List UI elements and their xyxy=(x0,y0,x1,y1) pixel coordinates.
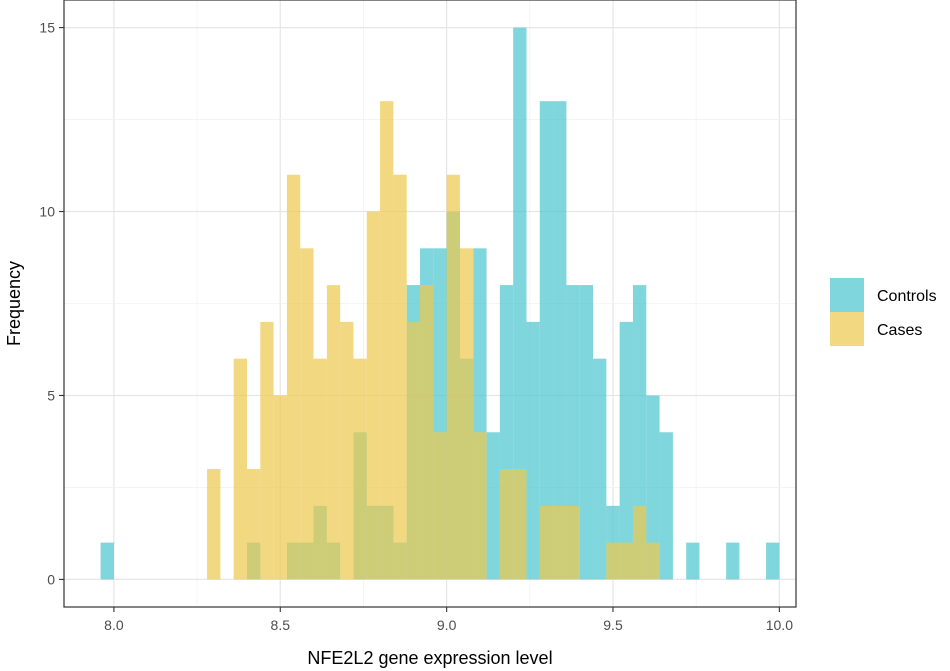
histogram-bar xyxy=(459,248,474,580)
histogram-bar xyxy=(233,358,247,580)
histogram-bar xyxy=(286,174,301,580)
x-tick-label: 9.5 xyxy=(603,617,623,633)
x-tick-label: 8.5 xyxy=(271,617,291,633)
histogram-bar xyxy=(553,505,567,580)
series-cases xyxy=(207,101,660,580)
y-tick-label: 15 xyxy=(39,20,55,36)
histogram-bar xyxy=(420,285,434,580)
histogram-bar xyxy=(632,285,647,580)
histogram-bar xyxy=(566,285,580,580)
histogram-bar xyxy=(313,358,327,580)
y-tick-label: 5 xyxy=(47,387,55,403)
histogram-bar xyxy=(513,27,527,580)
histogram-bar xyxy=(632,505,647,580)
histogram-bar xyxy=(100,542,114,580)
histogram-bar xyxy=(606,542,620,580)
histogram-bar xyxy=(553,101,567,580)
x-tick-label: 8.0 xyxy=(104,617,124,633)
histogram-bar xyxy=(247,469,261,580)
histogram-bar xyxy=(353,358,367,580)
histogram-bar xyxy=(539,101,554,580)
histogram-bar xyxy=(380,101,394,580)
x-tick-label: 9.0 xyxy=(437,617,457,633)
histogram-bar xyxy=(593,358,607,580)
legend-swatch xyxy=(830,278,864,312)
histogram-bar xyxy=(366,211,381,580)
legend-label: Controls xyxy=(877,288,937,305)
histogram-bar xyxy=(473,432,487,580)
histogram-bar xyxy=(539,505,554,580)
x-tick-label: 10.0 xyxy=(766,617,793,633)
histogram-bar xyxy=(260,321,274,580)
axis-ticks: 8.0 8.5 9.0 9.5 10.0 0 5 10 15 xyxy=(39,20,793,633)
y-tick-label: 0 xyxy=(47,571,55,587)
histogram-bar xyxy=(659,432,673,580)
histogram-bar xyxy=(513,469,527,580)
histogram-bar xyxy=(646,542,660,580)
histogram-bar xyxy=(340,321,354,580)
histogram-bar xyxy=(646,395,660,580)
histogram-bar xyxy=(433,432,447,580)
histogram-bar xyxy=(579,285,594,580)
histogram-bar xyxy=(207,469,221,580)
histogram-bar xyxy=(446,174,460,580)
histogram-bar xyxy=(406,321,421,580)
histogram-bar xyxy=(566,505,580,580)
y-axis-title: Frequency xyxy=(4,261,24,346)
legend-swatch xyxy=(830,312,864,346)
legend-item-cases: Cases xyxy=(830,312,922,346)
plot-panel-border xyxy=(63,0,797,608)
histogram-bar xyxy=(686,542,700,580)
y-tick-label: 10 xyxy=(39,204,55,220)
histogram-bar xyxy=(300,248,314,580)
legend-label: Cases xyxy=(877,322,922,339)
histogram-bar xyxy=(326,285,341,580)
legend-item-controls: Controls xyxy=(830,278,937,312)
histogram-bar xyxy=(619,321,633,580)
histogram-bars xyxy=(100,27,780,580)
histogram-bar xyxy=(726,542,740,580)
legend: Controls Cases xyxy=(830,278,937,346)
histogram-bar xyxy=(766,542,780,580)
histogram-bar xyxy=(619,542,633,580)
x-axis-title: NFE2L2 gene expression level xyxy=(307,648,552,668)
histogram-bar xyxy=(499,469,514,580)
histogram-bar xyxy=(486,432,500,580)
histogram-bar xyxy=(526,321,540,580)
histogram-bar xyxy=(393,174,407,580)
histogram-bar xyxy=(273,395,287,580)
